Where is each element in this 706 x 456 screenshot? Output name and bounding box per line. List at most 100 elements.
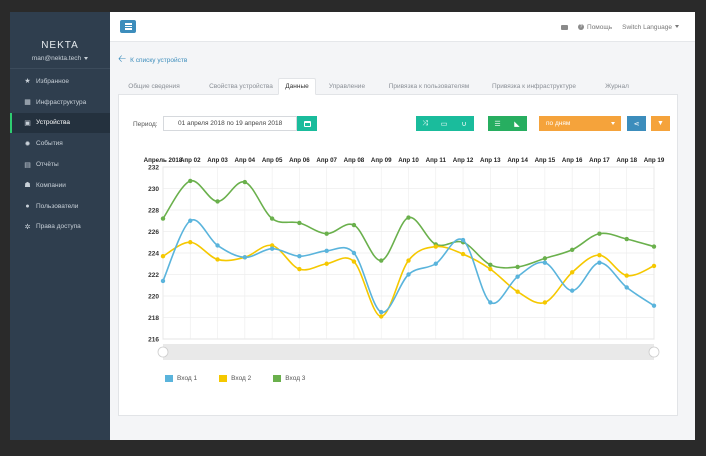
data-point-1	[651, 303, 657, 308]
x-tick-label: Апр 02	[180, 157, 201, 164]
help-link[interactable]: ? Помощь	[578, 24, 612, 31]
legend-item-0[interactable]: Вход 1	[165, 375, 197, 382]
y-tick-label: 220	[148, 293, 159, 300]
range-handle-right	[648, 346, 660, 358]
y-tick-label: 230	[148, 186, 159, 193]
data-point-2	[379, 314, 384, 319]
data-point-3	[569, 247, 575, 252]
sidebar-item-7[interactable]: ✲ Права доступа	[10, 217, 110, 238]
sidebar-item-label: Компании	[36, 181, 66, 189]
data-point-1	[324, 248, 329, 254]
y-tick-label: 218	[148, 315, 159, 322]
data-point-2	[597, 252, 602, 258]
calendar-button[interactable]	[297, 116, 317, 131]
sidebar-item-3[interactable]: ✹ События	[10, 133, 110, 154]
magnet-button[interactable]: ∪	[454, 116, 474, 131]
data-point-3	[269, 216, 275, 221]
sidebar-item-label: События	[36, 140, 63, 148]
data-point-1	[624, 285, 629, 290]
legend-label: Вход 2	[231, 375, 252, 382]
language-switcher[interactable]: Switch Language	[622, 24, 679, 31]
data-panel: Период: 01 апреля 2018 по 19 апреля 2018…	[118, 95, 678, 416]
data-point-3	[651, 244, 657, 249]
sidebar-item-label: Избранное	[36, 77, 69, 85]
data-point-1	[269, 246, 275, 251]
x-tick-label: Апр 07	[316, 157, 337, 164]
menu-toggle-button[interactable]	[120, 20, 136, 33]
sidebar-item-4[interactable]: ▤ Отчёты	[10, 154, 110, 175]
sidebar-item-0[interactable]: ★ Избранное	[10, 71, 110, 92]
sidebar-item-2[interactable]: ▣ Устройства	[10, 112, 110, 134]
legend-item-1[interactable]: Вход 2	[219, 375, 251, 382]
tab-1[interactable]: Свойства устройства	[209, 83, 273, 90]
mail-icon[interactable]	[561, 24, 569, 30]
data-point-2	[488, 266, 493, 272]
data-point-2	[433, 244, 438, 249]
tab-4[interactable]: Привязка к пользователям	[388, 83, 470, 90]
filter-button[interactable]: ▼	[651, 116, 670, 131]
data-point-2	[297, 266, 302, 272]
range-navigator	[163, 344, 654, 360]
shuffle-button[interactable]: ⤨	[416, 116, 434, 131]
data-point-2	[269, 243, 275, 248]
period-input[interactable]: 01 апреля 2018 по 19 апреля 2018	[163, 116, 297, 131]
group-by-select[interactable]: по дням	[539, 116, 621, 131]
tab-5[interactable]: Привязка к инфраструктуре	[491, 83, 577, 90]
x-tick-label: Апр 03	[207, 157, 228, 164]
top-bar: ? Помощь Switch Language	[110, 12, 695, 42]
share-button[interactable]: ⋖	[627, 116, 646, 131]
data-point-2	[160, 254, 166, 259]
data-point-3	[215, 199, 220, 204]
data-point-2	[215, 257, 220, 262]
id-card-button[interactable]: ▭	[434, 116, 454, 131]
legend-label: Вход 3	[285, 375, 306, 382]
tab-2[interactable]: Данные	[278, 78, 316, 95]
legend-item-2[interactable]: Вход 3	[273, 375, 305, 382]
data-point-2	[569, 270, 575, 275]
data-point-1	[297, 254, 302, 259]
data-point-2	[651, 263, 657, 269]
period-value: 01 апреля 2018 по 19 апреля 2018	[178, 120, 283, 127]
tab-6[interactable]: Журнал	[605, 83, 629, 90]
sidebar-item-5[interactable]: ☗ Компании	[10, 175, 110, 196]
list-view-button[interactable]: ☰	[488, 116, 507, 131]
users-group-icon: ☗	[24, 182, 31, 190]
data-point-3	[379, 258, 384, 263]
data-point-3	[515, 264, 520, 270]
device-tabs: Общие сведения Свойства устройства Данные У…	[118, 78, 678, 95]
legend-label: Вход 1	[177, 375, 198, 382]
area-chart-icon: ◣	[514, 120, 520, 128]
x-tick-label: Апр 05	[262, 157, 283, 164]
tab-3[interactable]: Управление	[328, 83, 366, 90]
data-point-3	[324, 231, 329, 236]
chevron-down-icon	[675, 25, 679, 29]
y-tick-label: 222	[148, 272, 159, 279]
x-tick-label: Апр 11	[426, 157, 447, 164]
sidebar-item-label: Устройства	[36, 119, 71, 127]
sidebar-item-label: Отчёты	[36, 161, 59, 169]
x-tick-label: Апр 06	[289, 157, 310, 164]
back-to-devices-link[interactable]: 🡠 К списку устройств	[118, 55, 187, 65]
user-menu[interactable]: man@nekta.tech	[10, 55, 110, 62]
data-point-2	[460, 251, 466, 257]
brand-logo: NEKTA	[41, 40, 79, 51]
data-point-3	[488, 262, 493, 268]
id-card-icon: ▭	[440, 120, 448, 128]
tab-0[interactable]: Общие сведения	[128, 83, 180, 90]
data-point-2	[406, 258, 411, 263]
chart-view-button[interactable]: ◣	[507, 116, 527, 131]
sidebar: NEKTA man@nekta.tech ★ Избранное ▦ Инфрастр…	[10, 12, 110, 440]
sidebar-item-1[interactable]: ▦ Инфраструктура	[10, 92, 110, 113]
language-label: Switch Language	[622, 23, 672, 31]
data-point-3	[351, 222, 357, 228]
sidebar-item-6[interactable]: ● Пользователи	[10, 196, 110, 217]
filter-icon: ▼	[657, 120, 664, 127]
settings-icon: ✲	[24, 223, 31, 231]
chevron-down-icon	[84, 56, 89, 60]
data-point-2	[188, 240, 193, 245]
x-tick-label: Апр 08	[344, 157, 365, 164]
data-point-1	[160, 278, 166, 284]
devices-icon: ▣	[24, 119, 31, 127]
x-tick-label: Апр 15	[535, 157, 556, 164]
